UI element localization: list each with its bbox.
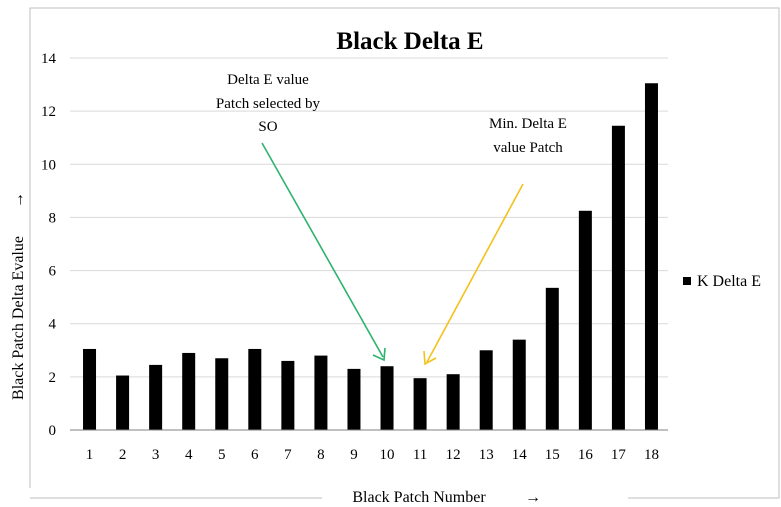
legend-swatch	[683, 277, 691, 285]
bars	[83, 83, 658, 430]
bar-5	[215, 358, 229, 430]
y-axis-label: Black Patch Delta Evalue	[10, 236, 27, 400]
x-tick-label: 13	[479, 447, 494, 463]
x-tick-label: 11	[413, 447, 427, 463]
annotation-yellow-arrow	[426, 183, 524, 363]
y-tick-label: 12	[41, 104, 56, 120]
x-tick-label: 6	[251, 447, 259, 463]
x-tick-label: 18	[644, 447, 659, 463]
y-tick-label: 10	[41, 157, 56, 173]
bar-10	[380, 366, 394, 430]
x-tick-label: 3	[152, 447, 160, 463]
x-tick-label: 8	[317, 447, 325, 463]
bar-15	[545, 287, 559, 430]
bar-12	[446, 374, 460, 430]
x-tick-labels: 1 2 3 4 5 6 7 8 9 10 11 12 13 14 15 16 17 18	[86, 447, 659, 463]
annotation-yellow-arrowhead	[423, 350, 437, 366]
y-tick-label: 2	[49, 370, 57, 386]
x-tick-label: 5	[218, 447, 226, 463]
bar-18	[644, 83, 658, 430]
bar-3	[149, 364, 163, 430]
bar-1	[83, 348, 97, 430]
annotation-green-arrow	[261, 142, 384, 358]
legend-label: K Delta E	[697, 273, 761, 290]
y-tick-label: 8	[49, 210, 57, 226]
x-tick-label: 12	[446, 447, 461, 463]
bar-4	[182, 352, 196, 430]
x-tick-label: 15	[545, 447, 560, 463]
bar-16	[578, 210, 592, 430]
bar-13	[479, 350, 493, 430]
x-axis-arrow: →	[525, 489, 541, 506]
y-tick-labels: 0 2 4 6 8 10 12 14	[41, 51, 57, 439]
annotation-yellow-line-1: Min. Delta E	[489, 116, 567, 132]
chart-title: Black Delta E	[336, 28, 483, 55]
x-tick-label: 1	[86, 447, 94, 463]
bar-9	[347, 368, 361, 430]
annotation-green-line-2: Patch selected by	[216, 96, 321, 112]
y-tick-label: 0	[49, 423, 57, 439]
x-tick-label: 7	[284, 447, 292, 463]
x-tick-label: 2	[119, 447, 127, 463]
bar-7	[281, 360, 295, 430]
bar-6	[248, 348, 262, 430]
x-tick-label: 17	[611, 447, 627, 463]
annotation-green-arrowhead	[372, 347, 386, 362]
x-axis-label: Black Patch Number	[352, 489, 486, 506]
bar-8	[314, 355, 328, 430]
bar-17	[611, 125, 625, 430]
x-tick-label: 14	[512, 447, 528, 463]
annotation-yellow-line-2: value Patch	[493, 140, 563, 156]
gridlines	[70, 57, 668, 378]
y-axis-arrow: →	[10, 192, 27, 208]
annotation-green-line-1: Delta E value	[227, 72, 309, 88]
y-tick-label: 4	[49, 317, 57, 333]
x-tick-label: 4	[185, 447, 193, 463]
annotation-green-line-3: SO	[258, 119, 277, 135]
bar-11	[413, 378, 427, 430]
x-tick-label: 9	[350, 447, 358, 463]
chart-border	[29, 7, 780, 499]
y-tick-label: 14	[41, 51, 57, 67]
y-tick-label: 6	[49, 264, 57, 280]
bar-2	[116, 375, 130, 430]
x-tick-label: 16	[578, 447, 594, 463]
bar-14	[512, 339, 526, 430]
x-tick-label: 10	[380, 447, 395, 463]
